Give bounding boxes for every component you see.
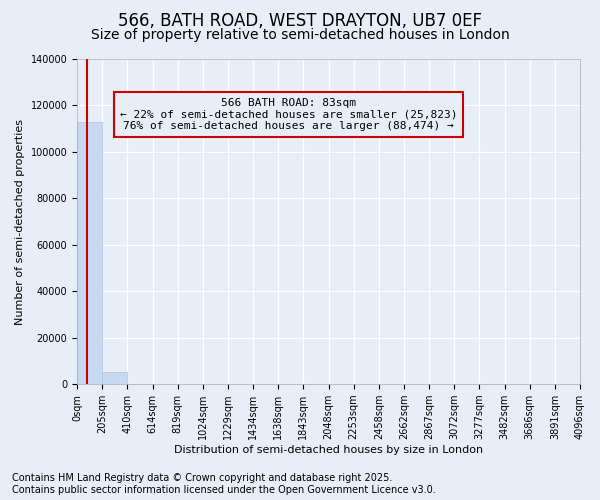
X-axis label: Distribution of semi-detached houses by size in London: Distribution of semi-detached houses by …: [174, 445, 483, 455]
Text: 566, BATH ROAD, WEST DRAYTON, UB7 0EF: 566, BATH ROAD, WEST DRAYTON, UB7 0EF: [118, 12, 482, 30]
Text: 566 BATH ROAD: 83sqm
← 22% of semi-detached houses are smaller (25,823)
76% of s: 566 BATH ROAD: 83sqm ← 22% of semi-detac…: [119, 98, 457, 131]
Text: Size of property relative to semi-detached houses in London: Size of property relative to semi-detach…: [91, 28, 509, 42]
Y-axis label: Number of semi-detached properties: Number of semi-detached properties: [15, 118, 25, 324]
Bar: [102, 372, 127, 384]
Text: Contains HM Land Registry data © Crown copyright and database right 2025.
Contai: Contains HM Land Registry data © Crown c…: [12, 474, 436, 495]
Bar: [77, 122, 102, 384]
